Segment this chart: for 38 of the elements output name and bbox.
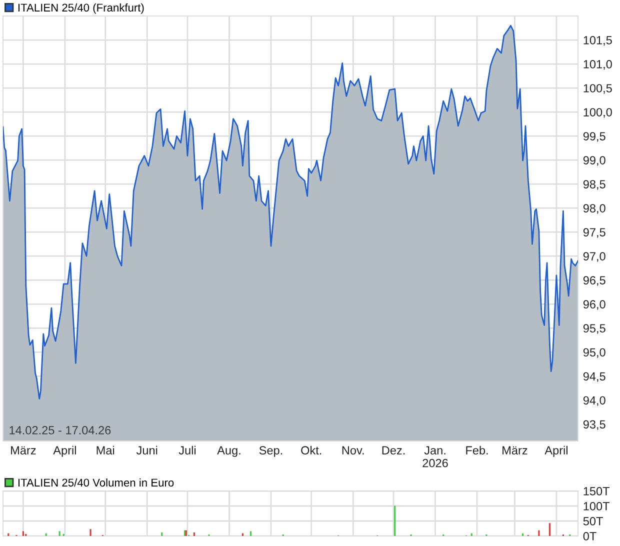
x-tick-label: Sep. <box>259 446 282 457</box>
y-tick-label: 0T <box>583 532 596 540</box>
legend-label: ITALIEN 25/40 Volumen in Euro <box>18 478 174 487</box>
y-tick-label: 101,0 <box>584 60 612 70</box>
y-tick-label: 96,0 <box>583 300 606 310</box>
y-tick-label: 98,5 <box>583 180 606 190</box>
y-tick-label: 100,0 <box>584 108 612 118</box>
y-tick-label: 94,0 <box>583 396 606 406</box>
legend-label: ITALIEN 25/40 (Frankfurt) <box>18 3 144 14</box>
x-tick-label: März <box>11 446 36 455</box>
y-tick-label: 99,0 <box>583 156 606 166</box>
x-tick-label: Juni <box>136 446 158 455</box>
x-tick-label: März <box>502 446 528 455</box>
x-tick-label: Juli <box>178 446 196 455</box>
y-tick-label: 95,0 <box>583 348 606 358</box>
x-tick-label: April <box>53 446 76 457</box>
annotation: 14.02.25 - 17.04.26 <box>10 426 111 434</box>
y-tick-label: 94,5 <box>583 372 606 382</box>
x-tick-label: Mai <box>96 446 114 455</box>
y-tick-label: 99,5 <box>583 132 606 142</box>
y-tick-label: 98,0 <box>583 204 606 214</box>
x-tick-label: April <box>544 446 568 457</box>
x-tick-label: Aug. <box>217 446 240 457</box>
x-tick-label: Dez. <box>382 446 405 455</box>
x-tick-label: Okt. <box>301 446 322 455</box>
y-tick-label: 97,0 <box>583 252 606 262</box>
y-tick-label: 150T <box>584 487 610 496</box>
x-tick-label: Nov. <box>342 446 364 455</box>
x-tick-label: Jan. 2026 <box>422 446 448 468</box>
y-tick-label: 50T <box>583 517 603 526</box>
y-tick-label: 93,5 <box>583 420 606 430</box>
y-tick-label: 95,5 <box>583 324 606 334</box>
y-tick-label: 97,5 <box>583 228 606 238</box>
x-tick-label: Feb. <box>466 446 488 455</box>
y-tick-label: 100,5 <box>584 84 612 94</box>
y-tick-label: 100T <box>584 502 610 510</box>
y-tick-label: 101,5 <box>584 36 612 46</box>
y-tick-label: 96,5 <box>583 276 606 286</box>
